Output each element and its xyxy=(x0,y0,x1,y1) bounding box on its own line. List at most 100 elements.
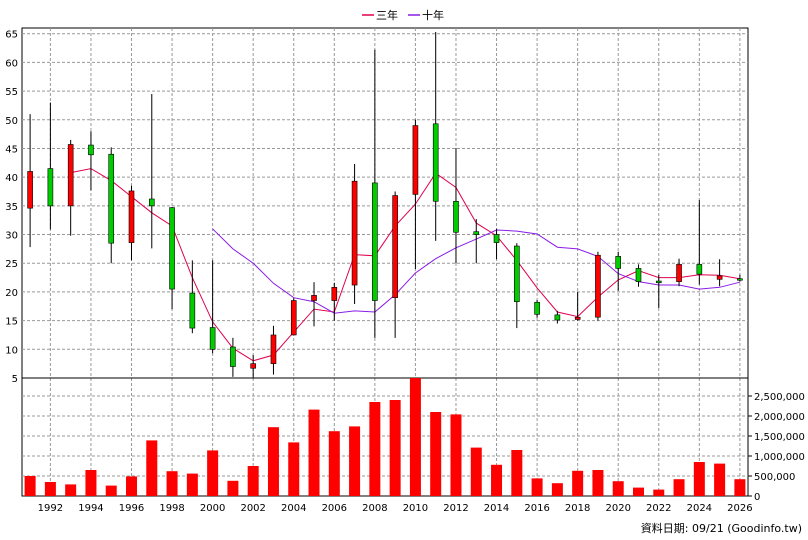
x-tick-label: 1998 xyxy=(159,503,184,514)
legend-label-three-year: 三年 xyxy=(376,8,398,22)
price-y-tick-label: 50 xyxy=(5,116,18,127)
candle-body-up xyxy=(128,190,135,243)
price-y-tick-label: 15 xyxy=(5,317,18,328)
volume-y-tick-label: 0 xyxy=(754,492,760,503)
candle-body-down xyxy=(372,182,378,301)
price-y-tick-label: 20 xyxy=(5,288,18,299)
candle-body-up xyxy=(574,316,581,320)
x-tick-label: 2024 xyxy=(687,503,712,514)
candle-body-up xyxy=(250,363,256,369)
volume-y-tick-label: 1,000,000 xyxy=(754,452,805,463)
volume-bar xyxy=(389,400,401,496)
candle-body-down xyxy=(534,301,540,315)
volume-bar xyxy=(44,482,56,496)
volume-bar xyxy=(369,402,381,496)
price-y-tick-label: 40 xyxy=(5,173,18,184)
x-tick-label: 2006 xyxy=(322,503,347,514)
volume-bar xyxy=(24,476,36,496)
volume-bar xyxy=(511,450,523,496)
x-tick-label: 2012 xyxy=(443,503,468,514)
volume-bar xyxy=(653,489,665,496)
x-tick-label: 2000 xyxy=(200,503,225,514)
volume-bar xyxy=(267,427,279,496)
volume-bar xyxy=(531,478,543,496)
x-tick-label: 1996 xyxy=(119,503,144,514)
x-tick-label: 2004 xyxy=(281,503,306,514)
candle-body-up xyxy=(27,171,33,209)
volume-bar xyxy=(693,462,705,496)
volume-bar xyxy=(734,479,746,496)
price-y-tick-label: 45 xyxy=(5,144,18,155)
candle-body-down xyxy=(554,314,561,321)
candle-body-down xyxy=(47,168,54,207)
volume-bar xyxy=(430,412,442,496)
volume-bar xyxy=(491,464,503,496)
candle-body-down xyxy=(737,278,743,281)
candle-body-down xyxy=(696,264,703,275)
volume-bar xyxy=(207,450,219,496)
volume-bar xyxy=(247,466,259,496)
candle-body-down xyxy=(432,123,439,202)
x-tick-label: 2014 xyxy=(484,503,509,514)
x-tick-label: 1992 xyxy=(38,503,63,514)
candle-body-down xyxy=(473,231,480,235)
candle-body-up xyxy=(290,300,297,336)
x-tick-label: 2016 xyxy=(524,503,549,514)
candle-body-down xyxy=(230,346,236,367)
candle-body-down xyxy=(169,207,175,290)
x-tick-label: 2002 xyxy=(240,503,265,514)
price-y-tick-label: 10 xyxy=(5,345,18,356)
volume-bar xyxy=(146,440,158,496)
volume-y-tick-label: 1,500,000 xyxy=(754,432,805,443)
price-panel: 5 10 15 20 25 30 35 40 45 50 55 60 65 1992 1994 1996 199… xyxy=(5,27,753,514)
candle-body-up xyxy=(392,195,398,298)
volume-bar xyxy=(714,463,726,496)
x-tick-label: 1994 xyxy=(78,503,103,514)
volume-bar xyxy=(105,485,117,496)
candle-body-up xyxy=(676,264,682,282)
candle-body-up xyxy=(412,125,419,195)
volume-bar xyxy=(227,480,239,496)
legend: 三年 十年 xyxy=(362,8,444,22)
candle-body-up xyxy=(67,144,74,207)
price-y-tick-label: 30 xyxy=(5,231,18,242)
volume-bar xyxy=(186,473,198,496)
candle-body-up xyxy=(331,287,338,301)
price-y-tick-label: 65 xyxy=(5,30,18,41)
volume-bar xyxy=(166,471,178,496)
volume-bar xyxy=(470,447,482,496)
volume-bar xyxy=(551,483,563,496)
price-y-tick-label: 25 xyxy=(5,259,18,270)
candle-body-down xyxy=(493,234,500,243)
volume-bar xyxy=(349,426,361,496)
price-y-tick-label: 60 xyxy=(5,58,18,69)
volume-bar xyxy=(65,484,77,496)
volume-bar xyxy=(612,481,624,496)
volume-bar xyxy=(592,470,604,496)
candle-body-down xyxy=(615,256,622,269)
candle-body-down xyxy=(189,292,196,329)
x-tick-label: 2022 xyxy=(646,503,671,514)
candle-body-up xyxy=(311,295,317,301)
candle-body-down xyxy=(453,200,459,233)
volume-bar xyxy=(126,476,138,496)
candle-body-down xyxy=(635,268,642,282)
candle-body-up xyxy=(351,180,358,286)
candle-body-down xyxy=(148,198,155,207)
candle-body-up xyxy=(270,334,277,364)
volume-bar xyxy=(85,470,97,496)
x-tick-label: 2020 xyxy=(605,503,630,514)
volume-plot-frame xyxy=(21,377,749,497)
volume-bar xyxy=(409,378,421,496)
candle-body-down xyxy=(655,280,662,284)
x-tick-label: 2026 xyxy=(727,503,752,514)
candle-body-up xyxy=(716,275,723,280)
volume-y-tick-label: 2,500,000 xyxy=(754,392,805,403)
volume-bar xyxy=(632,487,644,496)
legend-label-ten-year: 十年 xyxy=(422,8,444,22)
candle-body-down xyxy=(209,327,216,350)
x-tick-label: 2008 xyxy=(362,503,387,514)
price-y-tick-label: 35 xyxy=(5,202,18,213)
volume-y-tick-label: 2,000,000 xyxy=(754,412,805,423)
source-note: 資料日期: 09/21 (Goodinfo.tw) xyxy=(640,522,802,535)
